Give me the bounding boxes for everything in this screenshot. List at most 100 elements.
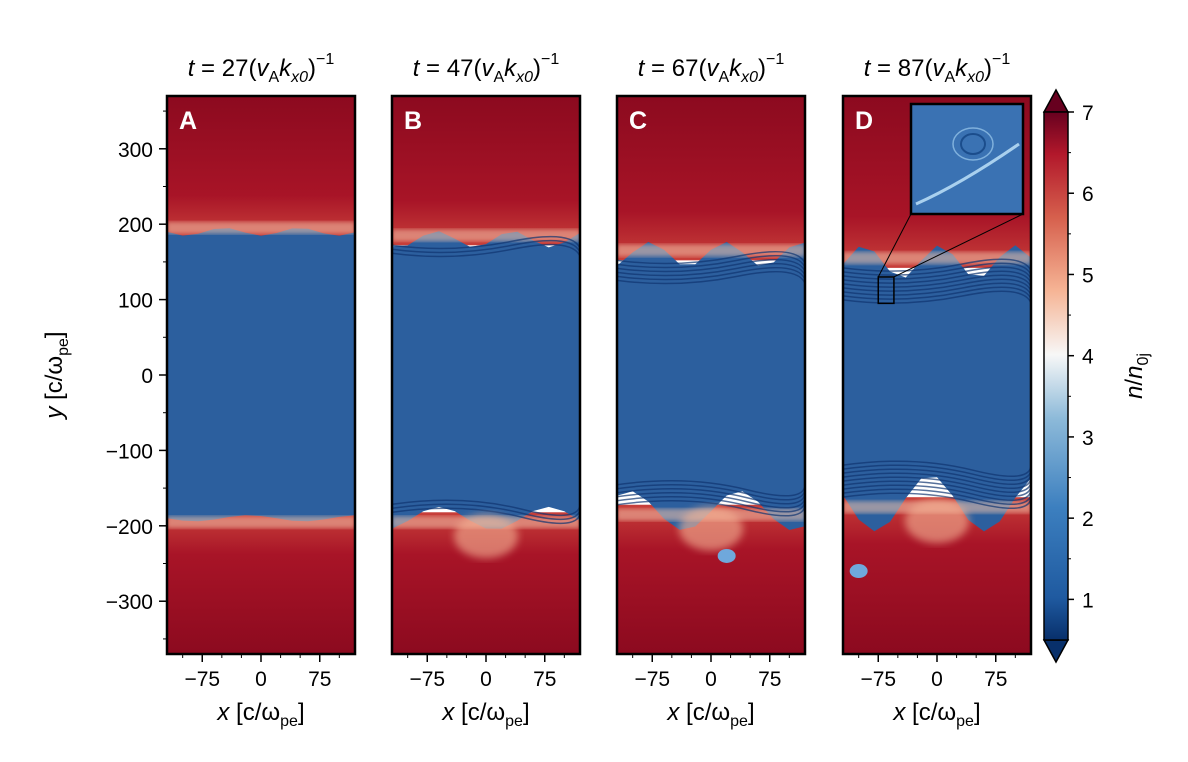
y-tick-label: 0 (141, 365, 153, 388)
panel-title: t = 47(vAkx0)−1 (413, 51, 560, 86)
filament (843, 460, 1031, 477)
lower-bulge (905, 499, 969, 544)
colorbar-tick-label: 7 (1082, 102, 1094, 125)
filament (843, 274, 1031, 288)
filament (617, 479, 805, 497)
high-density-region-bottom (167, 512, 355, 654)
x-axis-label: x [c/ωpe] (216, 699, 304, 730)
filament (617, 267, 805, 281)
x-axis-label: x [c/ωpe] (441, 699, 529, 730)
colorbar-tick-label: 5 (1082, 264, 1094, 287)
heatmap-image (843, 96, 1031, 654)
filament (617, 271, 805, 285)
panel-letter: B (404, 107, 422, 135)
filament (843, 290, 1031, 304)
inset-connector (877, 213, 912, 278)
upper-mixing-band (392, 229, 580, 242)
low-density-layer (843, 245, 1031, 532)
colorbar-tick-label: 1 (1082, 589, 1094, 612)
filament (392, 239, 580, 254)
upper-mixing-band (167, 221, 355, 234)
inset-source-box (877, 276, 895, 305)
filament (392, 499, 580, 517)
colorbar-tick-label: 4 (1082, 346, 1094, 369)
y-tick-label: 300 (118, 139, 153, 162)
filament (843, 262, 1031, 276)
filament (617, 487, 805, 505)
heatmap-image (392, 96, 580, 654)
x-tick-label: 75 (758, 668, 781, 691)
filament (617, 491, 805, 509)
y-tick-label: −300 (106, 591, 153, 614)
high-density-region-top (392, 96, 580, 246)
filament (843, 492, 1031, 509)
filament (843, 266, 1031, 280)
filament (843, 278, 1031, 292)
high-density-region-top (167, 96, 355, 238)
low-density-blob (849, 564, 868, 579)
y-tick-label: −200 (106, 516, 153, 539)
x-tick-label: 75 (984, 668, 1007, 691)
x-axis-label: x [c/ωpe] (892, 699, 980, 730)
panel-title: t = 27(vAkx0)−1 (188, 51, 335, 86)
panel-letter: A (179, 107, 197, 135)
x-tick-label: −75 (184, 668, 220, 691)
x-tick-label: 0 (931, 668, 943, 691)
inset-vortex-outer (952, 127, 994, 161)
panels: At = 27(vAkx0)−1−75 0 75x [c/ωpe]300200100… (41, 51, 1033, 730)
x-axis-label: x [c/ωpe] (666, 699, 754, 730)
filament (843, 468, 1031, 485)
y-tick-label: 200 (118, 214, 153, 237)
panel-title: t = 87(vAkx0)−1 (864, 51, 1011, 86)
colorbar-extend-min (1042, 639, 1070, 664)
filament (843, 488, 1031, 505)
x-tick-label: −75 (634, 668, 670, 691)
x-tick-label: −75 (409, 668, 445, 691)
inset-vortex (960, 133, 986, 155)
upper-mixing-band (617, 244, 805, 257)
y-tick-label: −100 (106, 440, 153, 463)
panel-title: t = 67(vAkx0)−1 (638, 51, 785, 86)
x-tick-label: 75 (533, 668, 556, 691)
filament (843, 270, 1031, 284)
colorbar-extend-max (1042, 88, 1070, 113)
filament (617, 259, 805, 273)
filament (392, 235, 580, 250)
filament (843, 472, 1031, 489)
colorbar-tick-label: 2 (1082, 508, 1094, 531)
x-tick-label: 75 (308, 668, 331, 691)
panel-letter: D (855, 107, 873, 135)
filament (617, 263, 805, 277)
filament (843, 258, 1031, 272)
panel-b: Bt = 47(vAkx0)−1 −75 0 75x [c/ωpe] (390, 51, 582, 730)
filament (843, 476, 1031, 493)
x-tick-label: −75 (860, 668, 896, 691)
filament (617, 251, 805, 265)
colorbar-tick-label: 3 (1082, 427, 1094, 450)
filament (617, 255, 805, 269)
filament (843, 480, 1031, 497)
low-density-layer (617, 242, 805, 530)
lower-mixing-band (167, 516, 355, 529)
colorbar-gradient (1043, 111, 1069, 641)
filament (617, 499, 805, 517)
filament (617, 483, 805, 501)
x-tick-label: 0 (255, 668, 267, 691)
x-tick-label: 0 (705, 668, 717, 691)
colorbar-label: n/n0j (1121, 353, 1152, 399)
inset-filament (915, 142, 1020, 206)
high-density-region-top (617, 96, 805, 261)
heatmap-image (167, 96, 355, 654)
filament (392, 503, 580, 521)
filament (617, 495, 805, 513)
y-axis-label: y [c/ωpe] (41, 331, 72, 420)
panel-letter: C (629, 107, 647, 135)
filament (392, 243, 580, 258)
filament (392, 507, 580, 525)
inset-connector (893, 213, 1024, 278)
x-tick-label: 0 (480, 668, 492, 691)
colorbar-tick-label: 6 (1082, 183, 1094, 206)
lower-bulge (454, 514, 518, 559)
panel-a: At = 27(vAkx0)−1 −75 0 75x [c/ωpe] 300 200 100… (41, 51, 357, 730)
